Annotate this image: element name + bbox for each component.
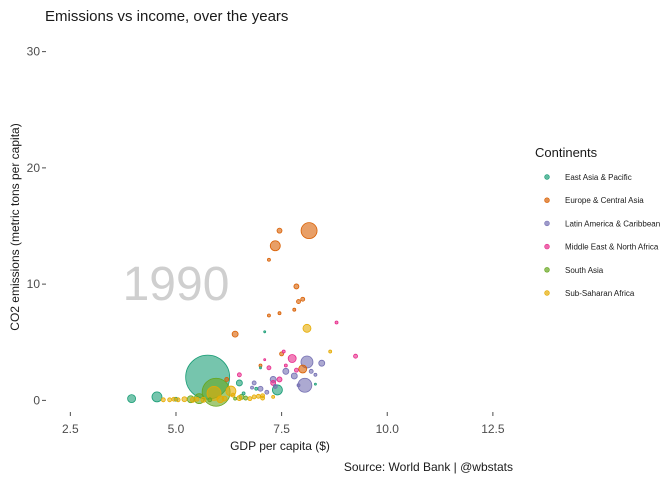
data-point-mena (287, 354, 297, 363)
data-point-eap (263, 330, 267, 334)
y-tick-label: 10 (27, 277, 41, 291)
legend-key-ssa (544, 290, 550, 296)
legend: Continents East Asia & Pacific Europe & C… (535, 145, 660, 298)
data-point-sa (233, 396, 238, 401)
chart-caption: Source: World Bank | @wbstats (344, 460, 513, 474)
data-point-eca (292, 307, 297, 312)
data-point-ssa (328, 349, 333, 354)
year-annotation: 1990 (123, 258, 230, 311)
data-point-ssa (160, 397, 166, 403)
data-point-ssa (302, 323, 312, 333)
data-point-mena (236, 372, 242, 378)
data-point-mena (334, 320, 339, 325)
data-point-mena (276, 376, 283, 383)
legend-title: Continents (535, 145, 598, 160)
data-point-mena (281, 349, 286, 354)
legend-label-eca: Europe & Central Asia (565, 196, 644, 205)
data-point-eca (296, 299, 301, 304)
data-point-lac (250, 385, 254, 390)
legend-key-eca (544, 197, 550, 203)
y-tick-label: 0 (33, 393, 40, 407)
data-point-eca (300, 222, 318, 240)
data-point-mena (266, 365, 272, 371)
data-point-lac (296, 383, 301, 388)
data-point-eca (293, 283, 300, 290)
data-point-eap (314, 382, 317, 386)
data-point-ssa (171, 396, 177, 402)
data-point-ssa (230, 392, 236, 398)
legend-label-lac: Latin America & Caribbean (565, 219, 660, 228)
data-point-eca (267, 313, 271, 318)
data-point-eap (151, 391, 163, 403)
legend-key-sa (544, 267, 550, 273)
data-point-ssa (200, 396, 207, 403)
legend-label-mena: Middle East & North Africa (565, 243, 659, 252)
data-point-eca (267, 257, 271, 262)
data-point-ssa (181, 396, 188, 403)
plot-points (127, 222, 358, 407)
legend-entries: East Asia & Pacific Europe & Central Asia… (544, 173, 660, 298)
data-point-eap (241, 391, 246, 396)
data-point-eca (231, 330, 239, 338)
chart-title: Emissions vs income, over the years (45, 8, 288, 25)
data-point-lac (272, 384, 278, 389)
data-point-ssa (189, 396, 196, 403)
data-point-ssa (247, 396, 253, 402)
x-tick-label: 12.5 (481, 422, 505, 436)
data-point-lac (251, 380, 257, 386)
data-point-lac (308, 368, 314, 374)
data-point-eap (235, 379, 243, 387)
data-point-ssa (194, 396, 200, 402)
data-point-eca (300, 296, 306, 302)
x-axis-title: GDP per capita ($) (230, 439, 330, 453)
data-point-eca (276, 227, 283, 234)
x-tick-label: 10.0 (376, 422, 400, 436)
y-tick-label: 30 (27, 45, 41, 59)
data-point-ssa (251, 394, 257, 400)
data-point-ssa (175, 397, 181, 403)
y-tick-label: 20 (27, 161, 41, 175)
data-point-eap (254, 386, 259, 391)
data-point-eca (224, 377, 230, 382)
data-point-eca (269, 240, 281, 252)
data-point-sa (243, 395, 249, 401)
data-point-eap (259, 366, 262, 370)
data-point-eap (127, 394, 137, 404)
legend-label-eap: East Asia & Pacific (565, 173, 632, 182)
data-point-lac (290, 372, 298, 380)
data-point-lac (264, 389, 270, 395)
data-point-lac (282, 367, 290, 375)
y-axis-title: CO2 emissions (metric tons per capita) (8, 123, 22, 330)
x-axis: 2.5 5.0 7.5 10.0 12.5 (62, 412, 505, 436)
data-point-ssa (167, 397, 173, 403)
legend-key-eap (544, 174, 550, 180)
data-point-ssa (260, 393, 265, 399)
data-point-mena (294, 367, 299, 373)
x-tick-label: 7.5 (273, 422, 290, 436)
data-point-mena (353, 353, 358, 359)
data-point-ssa (221, 395, 228, 402)
data-point-lac (318, 359, 326, 367)
data-point-eca (298, 364, 308, 374)
legend-label-sa: South Asia (565, 266, 604, 275)
y-axis: 0 10 20 30 (27, 45, 46, 407)
data-point-ssa (255, 393, 261, 399)
x-tick-label: 2.5 (62, 422, 79, 436)
legend-key-lac (544, 220, 550, 227)
legend-label-ssa: Sub-Saharan Africa (565, 289, 635, 298)
data-point-eca (277, 311, 282, 316)
data-point-ssa (271, 394, 276, 399)
x-tick-label: 5.0 (168, 422, 185, 436)
data-point-ssa (236, 395, 243, 401)
legend-key-mena (544, 243, 550, 250)
data-point-lac (257, 385, 264, 392)
data-point-lac (313, 372, 318, 377)
data-point-mena (263, 358, 267, 362)
data-point-sa (207, 397, 213, 403)
data-point-mena (283, 363, 288, 368)
